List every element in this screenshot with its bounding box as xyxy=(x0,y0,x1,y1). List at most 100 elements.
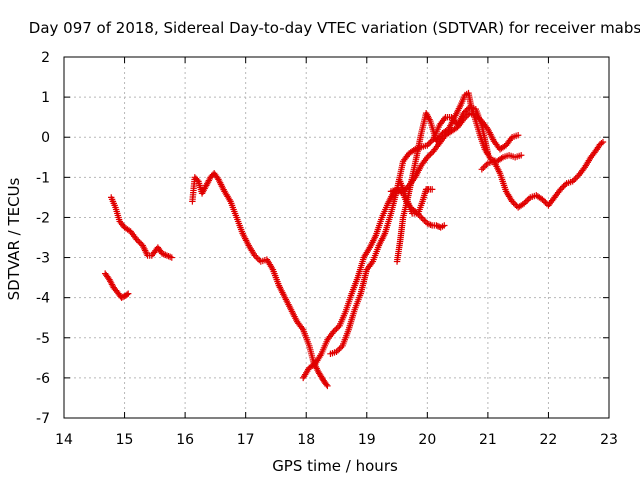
y-tick-label: 0 xyxy=(41,130,50,146)
data-point-track-8 xyxy=(478,166,486,173)
data-point-track-2 xyxy=(134,237,142,245)
x-tick-label: 15 xyxy=(116,432,134,448)
y-tick-label: 1 xyxy=(41,90,50,106)
data-point-track-8 xyxy=(599,138,607,146)
data-point-track-8 xyxy=(481,163,489,170)
y-axis-label: SDTVAR / TECUs xyxy=(5,177,23,300)
data-point-track-8 xyxy=(524,197,531,204)
plot-frame xyxy=(63,56,610,419)
data-point-track-5 xyxy=(336,345,343,353)
x-tick-label: 21 xyxy=(479,432,497,448)
data-point-track-5 xyxy=(337,344,345,351)
data-point-track-8 xyxy=(598,140,605,147)
y-tick-label: -4 xyxy=(36,291,50,307)
x-tick-label: 23 xyxy=(600,432,618,448)
chart-title: Day 097 of 2018, Sidereal Day-to-day VTE… xyxy=(29,19,640,37)
data-point-track-8 xyxy=(557,186,564,193)
data-point-track-4 xyxy=(418,214,425,221)
data-point-track-8 xyxy=(483,161,490,168)
data-point-track-8 xyxy=(539,196,546,203)
data-point-track-6 xyxy=(498,155,505,162)
data-point-track-4 xyxy=(421,217,428,224)
data-point-track-6 xyxy=(517,152,525,159)
x-axis-label: GPS time / hours xyxy=(272,457,398,475)
data-point-track-8 xyxy=(508,198,516,205)
data-point-track-5 xyxy=(334,347,342,354)
data-point-track-5 xyxy=(333,348,340,356)
x-tick-label: 22 xyxy=(540,432,558,448)
x-tick-labels: 14 15 16 17 18 19 20 21 22 23 xyxy=(55,432,618,448)
data-point-track-3 xyxy=(254,255,261,262)
data-point-track-7 xyxy=(475,114,483,122)
data-point-track-3 xyxy=(256,256,263,264)
data-point-track-8 xyxy=(560,183,567,190)
data-point-track-5 xyxy=(460,109,467,117)
data-point-track-7 xyxy=(474,113,481,120)
data-point-track-5 xyxy=(425,140,433,147)
data-point-track-4 xyxy=(419,215,426,223)
x-tick-label: 17 xyxy=(237,432,255,448)
data-point-track-4 xyxy=(330,328,337,335)
data-point-track-7 xyxy=(465,111,472,118)
y-tick-label: -6 xyxy=(36,371,50,387)
data-point-track-4 xyxy=(441,222,448,229)
data-point-track-8 xyxy=(522,198,529,206)
x-tick-label: 16 xyxy=(176,432,194,448)
data-point-track-8 xyxy=(558,184,566,192)
data-point-track-7 xyxy=(472,111,479,119)
x-tick-label: 18 xyxy=(297,432,315,448)
data-point-track-5 xyxy=(424,142,431,149)
data-point-track-8 xyxy=(540,197,548,205)
data-point-track-3 xyxy=(323,381,330,388)
data-point-track-1 xyxy=(118,294,125,301)
data-point-track-7 xyxy=(461,114,469,121)
y-tick-label: -1 xyxy=(36,170,50,186)
data-point-track-8 xyxy=(525,195,532,203)
data-point-track-1 xyxy=(123,291,131,298)
y-tick-label: -5 xyxy=(36,331,50,347)
data-point-track-3 xyxy=(251,252,258,259)
data-point-track-4 xyxy=(433,222,440,229)
data-point-track-8 xyxy=(511,201,519,208)
data-point-track-5 xyxy=(427,139,434,146)
data-point-track-7 xyxy=(427,151,434,158)
data-point-track-8 xyxy=(561,181,569,189)
data-point-track-8 xyxy=(521,200,528,207)
data-point-track-3 xyxy=(253,253,260,261)
data-point-track-4 xyxy=(333,325,340,332)
data-point-track-8 xyxy=(480,164,487,172)
data-point-track-3 xyxy=(194,176,201,184)
data-point-track-7 xyxy=(460,115,467,123)
data-point-track-4 xyxy=(331,327,339,334)
x-tick-label: 19 xyxy=(358,432,376,448)
data-points xyxy=(101,89,607,390)
x-tick-label: 14 xyxy=(55,432,73,448)
data-point-track-5 xyxy=(410,147,417,154)
data-point-track-3 xyxy=(214,174,221,182)
data-point-track-7 xyxy=(425,152,433,159)
data-point-track-2 xyxy=(133,236,140,243)
y-tick-labels: -7 -6 -5 -4 -3 -2 -1 0 1 2 xyxy=(36,50,50,427)
data-point-track-8 xyxy=(542,199,549,206)
y-tick-label: 2 xyxy=(41,50,50,66)
data-point-track-1 xyxy=(119,293,127,301)
data-point-track-8 xyxy=(572,175,579,182)
axis-ticks xyxy=(63,56,610,419)
data-point-track-4 xyxy=(334,324,342,331)
grid-lines xyxy=(64,57,609,418)
data-point-track-8 xyxy=(570,176,578,184)
data-point-track-8 xyxy=(569,178,576,185)
data-point-track-5 xyxy=(461,108,469,115)
data-point-track-2 xyxy=(168,254,175,261)
data-point-track-5 xyxy=(463,106,470,114)
data-point-track-7 xyxy=(514,132,522,139)
y-tick-label: -3 xyxy=(36,251,50,267)
data-point-track-3 xyxy=(324,382,331,390)
data-point-track-7 xyxy=(424,154,431,161)
data-point-track-8 xyxy=(510,199,517,207)
data-point-track-4 xyxy=(427,221,434,228)
y-tick-label: -7 xyxy=(36,411,50,427)
y-tick-label: -2 xyxy=(36,210,50,226)
x-tick-label: 20 xyxy=(418,432,436,448)
